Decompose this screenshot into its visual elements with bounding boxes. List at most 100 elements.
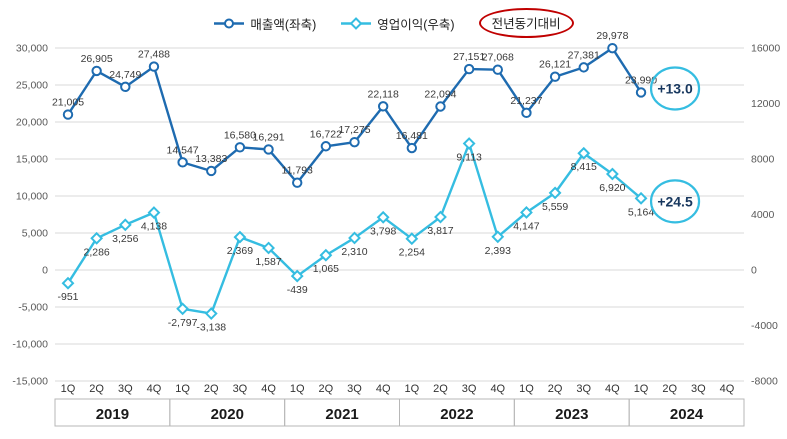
data-label: 3,256 (112, 233, 138, 245)
profit-point (147, 206, 161, 219)
legend-label-revenue: 매출액(좌축) (250, 17, 317, 32)
right-axis-tick: 12000 (751, 98, 780, 110)
data-label: 27,151 (453, 51, 485, 63)
left-axis-tick: -10,000 (12, 339, 48, 351)
profit-point (520, 206, 533, 219)
data-label: 16,291 (253, 131, 285, 143)
revenue-point (206, 165, 217, 177)
data-label: 11,793 (282, 165, 313, 177)
x-axis-quarter-label: 4Q (261, 383, 276, 395)
gridlines (55, 47, 744, 382)
left-axis-tick: 20,000 (16, 117, 48, 129)
data-label: 17,275 (338, 124, 370, 136)
data-label: -3,138 (196, 322, 226, 334)
x-axis-quarter-label: 3Q (576, 383, 591, 395)
x-axis-quarter-label: 2Q (662, 383, 677, 395)
data-label: 2,369 (227, 245, 253, 257)
revenue-point (177, 157, 188, 168)
chart-legend: 매출액(좌축) 영업이익(우축) 전년동기대비 (0, 8, 787, 38)
revenue-point (263, 144, 274, 155)
profit-point (462, 137, 476, 150)
yoy-highlight-ellipse: 전년동기대비 (478, 8, 574, 38)
x-axis-quarter-label: 2Q (89, 383, 104, 395)
x-axis-quarter-label: 4Q (147, 383, 162, 395)
profit-point (376, 210, 390, 224)
profit-point (204, 307, 218, 320)
profit-point (118, 218, 132, 232)
profit-point (605, 167, 619, 181)
year-label: 2020 (211, 406, 244, 423)
revenue-point (377, 101, 389, 112)
revenue-point (62, 109, 74, 120)
x-axis-quarter-label: 2Q (319, 383, 334, 395)
revenue-point (635, 87, 647, 98)
data-label: 5,559 (542, 201, 568, 213)
revenue-point (578, 62, 589, 73)
data-label: 3,798 (370, 225, 396, 237)
left-axis-tick: 10,000 (16, 191, 48, 203)
x-axis-quarter-label: 3Q (462, 383, 477, 395)
data-label: 13,383 (195, 153, 227, 165)
annotation-text: +24.5 (657, 193, 693, 209)
data-label: 3,817 (427, 225, 453, 237)
data-label: 4,138 (141, 221, 167, 233)
x-axis-quarter-label: 4Q (490, 383, 505, 395)
revenue-point (463, 63, 475, 75)
x-axis-quarter-label: 4Q (720, 383, 735, 395)
left-axis-tick: 5,000 (22, 228, 48, 240)
data-label: 4,147 (513, 220, 539, 232)
revenue-point (292, 177, 303, 188)
x-axis-quarter-label: 2Q (433, 383, 448, 395)
profit-series-icon (341, 16, 372, 30)
data-label: 14,547 (167, 144, 199, 156)
revenue-point (234, 142, 246, 153)
data-label: 22,118 (368, 88, 399, 100)
revenue-point (435, 101, 446, 112)
right-axis-tick: 0 (751, 265, 757, 277)
data-label: 29,978 (596, 30, 628, 42)
revenue-point (521, 107, 532, 119)
annotation-circle (649, 179, 701, 224)
x-axis-quarter-label: 4Q (376, 383, 391, 395)
year-label: 2019 (96, 406, 129, 423)
data-label: 8,415 (571, 161, 597, 173)
year-label: 2023 (555, 406, 588, 423)
right-axis-tick: 4000 (751, 209, 775, 221)
data-label: 21,005 (52, 97, 84, 109)
right-axis-tick: -8000 (751, 376, 778, 388)
x-axis-quarter-label: 1Q (404, 383, 419, 395)
revenue-point (406, 142, 418, 154)
revenue-point (320, 141, 332, 152)
profit-point (491, 230, 505, 244)
revenue-point (492, 64, 503, 75)
profit-point (233, 230, 247, 244)
x-axis-quarter-label: 3Q (118, 383, 133, 395)
revenue-point (549, 71, 561, 82)
data-label: 16,481 (396, 130, 428, 142)
profit-point (90, 231, 104, 245)
data-label: 1,587 (255, 256, 281, 268)
annotation-circle (649, 66, 701, 111)
revenue-point (607, 42, 618, 54)
legend-item-yoy: 전년동기대비 (478, 8, 574, 38)
profit-point (176, 302, 190, 316)
year-label: 2021 (325, 406, 358, 423)
data-label: 2,310 (341, 246, 367, 258)
profit-point (405, 232, 419, 246)
data-label: 27,068 (482, 52, 514, 64)
x-axis-quarter-label: 1Q (634, 383, 649, 395)
revenue-point (120, 81, 131, 93)
data-label: 23,990 (625, 74, 657, 86)
data-label: -951 (57, 291, 78, 303)
profit-point (434, 210, 447, 224)
x-axis-quarter-label: 2Q (548, 383, 563, 395)
data-label: 2,286 (84, 246, 110, 258)
revenue-series-icon (214, 18, 245, 28)
profit-point (634, 191, 648, 205)
annotation-text: +13.0 (657, 80, 693, 96)
data-label: 5,164 (628, 206, 654, 218)
legend-item-revenue: 매출액(좌축) (213, 14, 316, 33)
data-label: 9,113 (456, 152, 482, 164)
profit-point (577, 146, 591, 160)
